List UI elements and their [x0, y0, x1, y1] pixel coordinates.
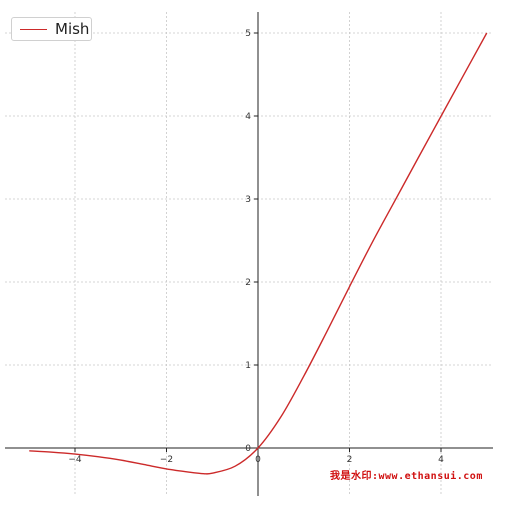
y-tick-label: 3: [245, 195, 251, 205]
legend-label-mish: Mish: [55, 20, 90, 38]
y-tick-label: 4: [245, 112, 251, 122]
grid: [5, 12, 493, 496]
x-tick-label: 4: [438, 455, 444, 465]
axes: [5, 12, 493, 496]
tick-labels: −4 −2 0 2 4 0 1 2 3 4 5: [68, 29, 444, 465]
y-tick-label: 0: [245, 444, 251, 454]
watermark: 我是水印:www.ethansui.com: [330, 471, 483, 482]
y-tick-label: 1: [245, 361, 251, 371]
x-tick-label: −4: [68, 455, 82, 465]
series-line-mish: [29, 32, 488, 475]
legend: Mish: [11, 17, 92, 41]
x-tick-label: 2: [347, 455, 353, 465]
series-layer: [29, 32, 488, 475]
x-tick-label: 0: [255, 455, 261, 465]
legend-swatch-mish: [20, 29, 47, 30]
y-tick-label: 5: [245, 29, 251, 39]
x-tick-label: −2: [160, 455, 173, 465]
y-tick-label: 2: [245, 278, 251, 288]
